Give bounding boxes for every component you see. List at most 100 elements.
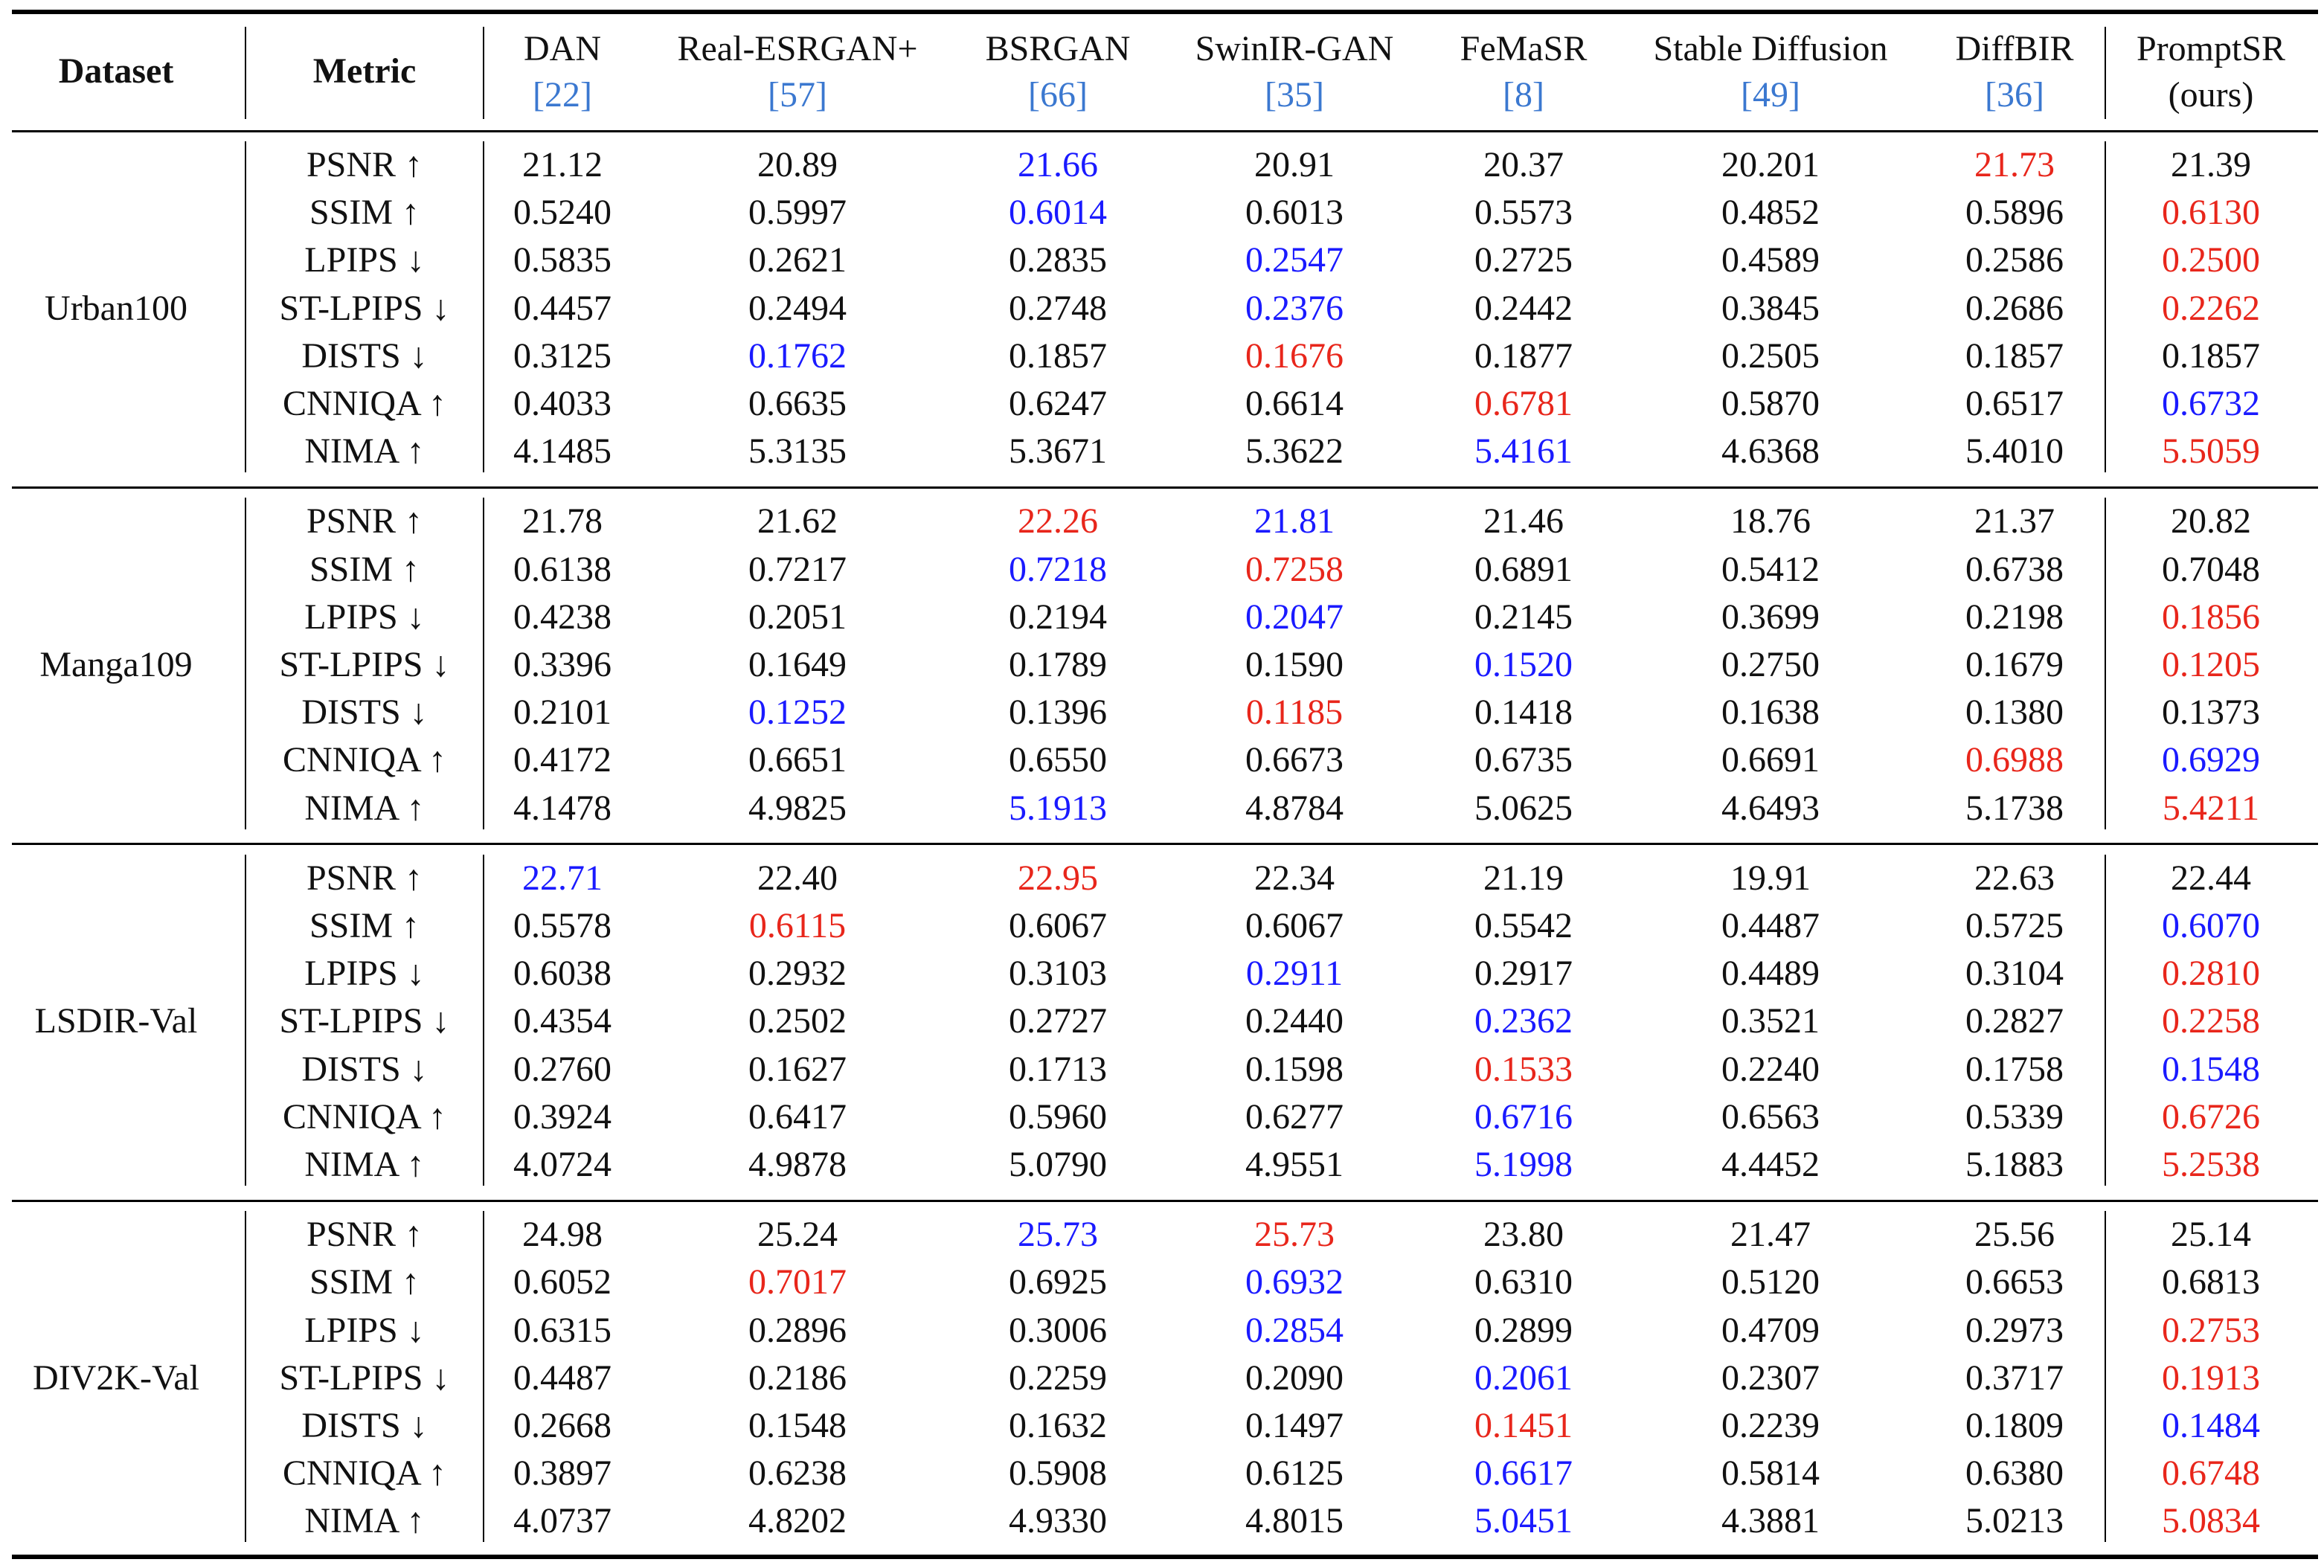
- value-cell: 21.78: [522, 501, 603, 542]
- value-cell: 0.3717: [1965, 1357, 2064, 1398]
- value-cell: 0.1857: [1965, 335, 2064, 376]
- value-cell: 25.56: [1974, 1215, 2055, 1255]
- value-cell: 4.9551: [1245, 1145, 1344, 1184]
- metric-name: PSNR ↑: [306, 858, 423, 898]
- value-cell: 0.6988: [1965, 740, 2064, 780]
- value-cell: 0.6653: [1965, 1262, 2064, 1302]
- value-cell: 4.0737: [513, 1501, 612, 1541]
- value-cell: 0.1632: [1009, 1406, 1107, 1445]
- value-cell: 4.1485: [513, 431, 612, 472]
- rule: [12, 486, 2318, 489]
- header-metric: Metric: [312, 51, 417, 91]
- value-cell: 0.6929: [2162, 740, 2260, 780]
- value-cell: 0.1679: [1965, 645, 2064, 684]
- value-cell: 0.5578: [513, 906, 612, 945]
- metric-name: SSIM ↑: [309, 193, 420, 233]
- value-cell: 0.6781: [1474, 384, 1573, 423]
- value-cell: 5.0790: [1009, 1145, 1107, 1184]
- value-cell: 0.5814: [1721, 1453, 1820, 1494]
- value-cell: 0.1857: [2162, 335, 2260, 376]
- value-cell: 0.7218: [1009, 549, 1107, 589]
- value-cell: 21.62: [757, 501, 838, 542]
- value-cell: 0.2725: [1474, 240, 1573, 280]
- value-cell: 0.1877: [1474, 335, 1573, 376]
- value-cell: 21.73: [1974, 145, 2055, 184]
- column-rule: [483, 854, 484, 1186]
- value-cell: 0.2362: [1474, 1001, 1573, 1041]
- value-cell: 0.1789: [1009, 645, 1107, 684]
- value-cell: 5.4010: [1965, 431, 2064, 472]
- value-cell: 0.1856: [2162, 597, 2260, 637]
- value-cell: 0.2198: [1965, 597, 2064, 637]
- value-cell: 0.1548: [748, 1406, 847, 1445]
- value-cell: 0.2896: [748, 1310, 847, 1350]
- metric-name: ST-LPIPS ↓: [279, 288, 450, 328]
- metric-name: CNNIQA ↑: [282, 1096, 447, 1137]
- value-cell: 0.2748: [1009, 288, 1107, 328]
- value-cell: 0.2835: [1009, 240, 1107, 280]
- method-name: Stable Diffusion: [1653, 29, 1888, 68]
- value-cell: 22.34: [1254, 858, 1335, 898]
- value-cell: 0.2760: [513, 1049, 612, 1089]
- value-cell: 0.2586: [1965, 240, 2064, 280]
- value-cell: 0.4487: [513, 1357, 612, 1398]
- value-cell: 0.2239: [1721, 1406, 1820, 1445]
- value-cell: 21.47: [1730, 1215, 1811, 1255]
- value-cell: 0.2932: [748, 954, 847, 994]
- metric-name: LPIPS ↓: [304, 597, 425, 637]
- value-cell: 20.89: [757, 145, 838, 184]
- value-cell: 22.26: [1018, 501, 1098, 542]
- value-cell: 21.39: [2171, 145, 2251, 184]
- value-cell: 0.2240: [1721, 1049, 1820, 1089]
- value-cell: 0.6614: [1245, 384, 1344, 423]
- column-rule: [245, 141, 246, 473]
- value-cell: 0.2440: [1245, 1001, 1344, 1041]
- method-ref: (ours): [2168, 75, 2254, 115]
- value-cell: 0.1533: [1474, 1049, 1573, 1089]
- value-cell: 22.63: [1974, 858, 2055, 898]
- column-rule: [2105, 141, 2106, 473]
- value-cell: 0.6635: [748, 384, 847, 423]
- value-cell: 0.6014: [1009, 193, 1107, 233]
- value-cell: 0.2307: [1721, 1357, 1820, 1398]
- metric-name: LPIPS ↓: [304, 954, 425, 994]
- value-cell: 0.3521: [1721, 1001, 1820, 1041]
- value-cell: 0.6070: [2162, 906, 2260, 945]
- value-cell: 0.2194: [1009, 597, 1107, 637]
- value-cell: 0.3699: [1721, 597, 1820, 637]
- value-cell: 0.7017: [748, 1262, 847, 1302]
- value-cell: 20.37: [1483, 145, 1564, 184]
- value-cell: 5.1738: [1965, 788, 2064, 828]
- value-cell: 0.6617: [1474, 1453, 1573, 1494]
- metric-name: NIMA ↑: [304, 1501, 425, 1541]
- value-cell: 0.4589: [1721, 240, 1820, 280]
- value-cell: 25.24: [757, 1215, 838, 1255]
- value-cell: 0.1809: [1965, 1406, 2064, 1445]
- column-rule: [245, 27, 246, 119]
- value-cell: 0.3006: [1009, 1310, 1107, 1350]
- value-cell: 0.6563: [1721, 1096, 1820, 1137]
- column-rule: [245, 1211, 246, 1543]
- value-cell: 0.2753: [2162, 1310, 2260, 1350]
- metric-name: SSIM ↑: [309, 1262, 420, 1302]
- value-cell: 0.5908: [1009, 1453, 1107, 1494]
- value-cell: 0.7217: [748, 549, 847, 589]
- value-cell: 0.2621: [748, 240, 847, 280]
- value-cell: 0.2442: [1474, 288, 1573, 328]
- value-cell: 0.2810: [2162, 954, 2260, 994]
- value-cell: 0.2911: [1245, 954, 1344, 994]
- value-cell: 0.6310: [1474, 1262, 1573, 1302]
- value-cell: 0.1713: [1009, 1049, 1107, 1089]
- value-cell: 21.66: [1018, 145, 1098, 184]
- column-rule: [2105, 1211, 2106, 1543]
- value-cell: 0.4033: [513, 384, 612, 423]
- value-cell: 5.1998: [1474, 1145, 1573, 1184]
- metric-name: CNNIQA ↑: [282, 1453, 447, 1494]
- column-rule: [245, 854, 246, 1186]
- value-cell: 0.3103: [1009, 954, 1107, 994]
- value-cell: 0.6038: [513, 954, 612, 994]
- value-cell: 0.7258: [1245, 549, 1344, 589]
- value-cell: 4.8015: [1245, 1501, 1344, 1541]
- value-cell: 0.2668: [513, 1406, 612, 1445]
- value-cell: 0.4238: [513, 597, 612, 637]
